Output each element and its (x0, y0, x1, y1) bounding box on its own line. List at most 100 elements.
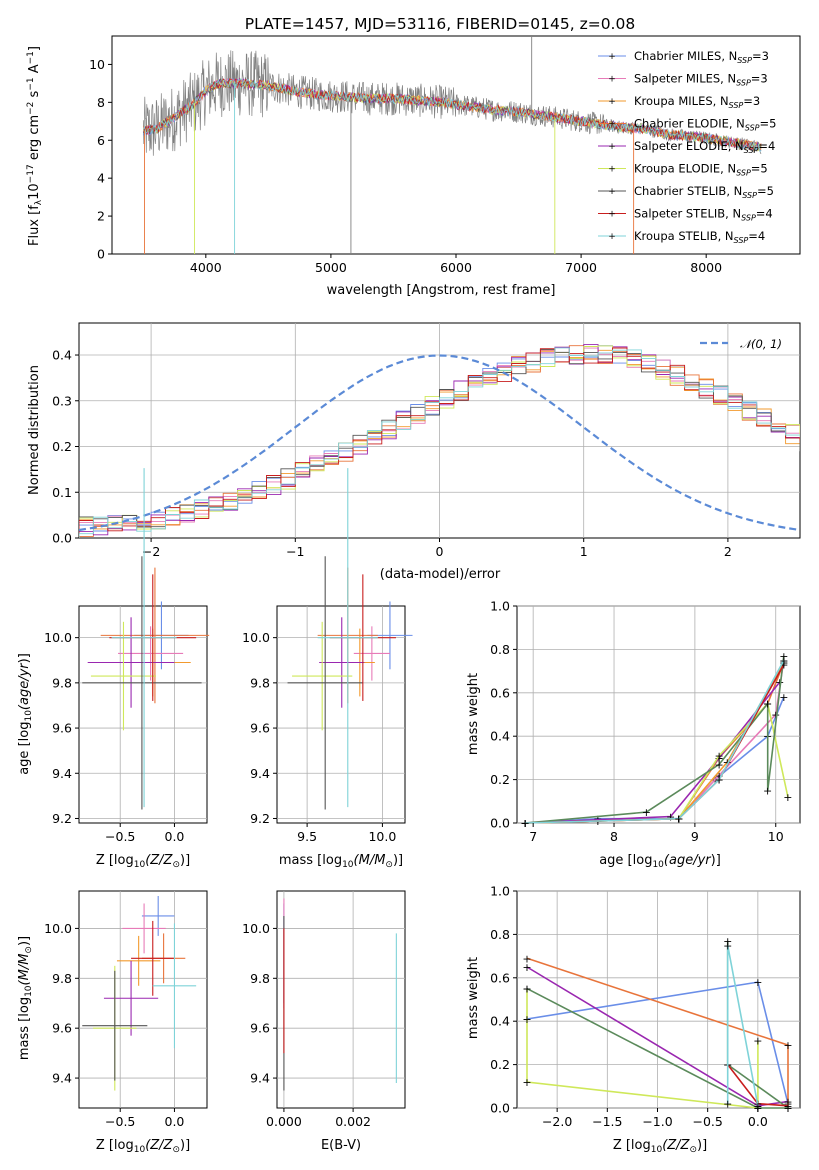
weight-vs-z-series-6 (726, 945, 759, 1106)
weight-vs-z-ytick-label-4: 0.8 (490, 927, 510, 942)
weight-vs-z-xlabel: Z [log10(Z/Z⊙)] (613, 1138, 707, 1155)
age-vs-z-ylabel: age [log10(age/yr)] (17, 653, 34, 775)
weight-vs-z-marker-6-0: + (723, 1098, 732, 1111)
histogram-ytick-label-1: 0.1 (52, 485, 72, 500)
weight-vs-age-marker-7-0: + (520, 817, 529, 830)
age-vs-z-xtick-label-0: −0.5 (105, 829, 135, 844)
histogram-ytick-label-3: 0.3 (52, 393, 72, 408)
weight-vs-z-marker-3-4: + (753, 1035, 762, 1048)
histogram-ytick-label-4: 0.4 (52, 348, 72, 363)
histogram-ytick-label-2: 0.2 (52, 439, 72, 454)
legend-marker-2: + (608, 97, 616, 107)
mass-vs-z-ytick-label-2: 9.8 (52, 971, 72, 986)
histogram-xtick-label-4: 2 (724, 544, 732, 559)
weight-vs-age-marker-4-1: + (666, 810, 675, 823)
histogram-step-5 (79, 345, 800, 538)
legend-label-6: Chabrier STELIB, NSSP=5 (634, 184, 774, 200)
weight-vs-z-marker-4-0: + (522, 983, 531, 996)
weight-vs-age-marker-4-2: + (715, 752, 724, 765)
histogram-step-8 (79, 347, 800, 538)
age-vs-z-xtick-label-1: 0.0 (165, 829, 185, 844)
weight-vs-age-series-3 (525, 662, 785, 824)
mass-vs-ebv-ytick-label-3: 10.0 (242, 921, 270, 936)
histogram-step-7 (79, 347, 800, 538)
legend-label-4: Salpeter ELODIE, NSSP=4 (634, 139, 775, 155)
spectrum-ytick-label-1: 2 (97, 209, 105, 224)
spectrum-plot: 4000 5000 6000 7000 8000 0 2 4 6 8 10 + Chabrier MIL… (89, 36, 776, 275)
weight-vs-age-marker-1-3: + (715, 769, 724, 782)
age-vs-z-ytick-label-3: 9.8 (52, 675, 72, 690)
legend-label-2: Kroupa MILES, NSSP=3 (634, 94, 760, 110)
weight-vs-z-xtick-label-3: −0.5 (692, 1114, 722, 1129)
histogram-ylabel: Normed distribution (27, 365, 42, 495)
weight-vs-age-series-1 (525, 660, 785, 824)
histogram-ytick-label-0: 0.0 (52, 531, 72, 546)
weight-vs-z-marker-3-1: + (522, 1013, 531, 1026)
mass-vs-z-xtick-label-0: −0.5 (105, 1114, 135, 1129)
mass-vs-ebv-plot: 0.000 0.002 9.4 9.6 9.8 10.0 (242, 891, 405, 1129)
legend-label-5: Kroupa ELODIE, NSSP=5 (634, 162, 768, 178)
age-vs-mass-ytick-label-4: 10.0 (242, 630, 270, 645)
spectrum-xlabel: wavelength [Angstrom, rest frame] (327, 283, 556, 298)
weight-vs-z-marker-2-2: + (783, 1095, 792, 1108)
mass-vs-ebv-xlabel: E(B-V) (321, 1138, 361, 1153)
mass-vs-z-xlabel: Z [log10(Z/Z⊙)] (96, 1138, 190, 1155)
mass-vs-ebv-ytick-label-1: 9.6 (250, 1021, 270, 1036)
mass-vs-z-plot: −0.5 0.0 9.4 9.6 9.8 10.0 (44, 891, 207, 1129)
weight-vs-age-series-6 (525, 655, 785, 824)
weight-vs-z-series-0 (526, 981, 789, 1104)
weight-vs-age-marker-0-5: + (779, 691, 788, 704)
weight-vs-age-marker-6-2: + (715, 758, 724, 771)
histogram-inner (79, 344, 800, 538)
weight-vs-age-marker-2-2: + (723, 756, 732, 769)
weight-vs-age-series-8 (525, 659, 785, 824)
mass-vs-ebv-xtick-label-0: 0.000 (266, 1114, 302, 1129)
age-vs-z-plot: −0.5 0.0 9.2 9.4 9.6 9.8 10.0 (44, 468, 210, 844)
weight-vs-z-marker-6-1: + (723, 939, 732, 952)
weight-vs-age-marker-6-4: + (763, 784, 772, 797)
weight-vs-age-ylabel: mass weight (466, 673, 481, 755)
weight-vs-age-marker-2-0: + (520, 817, 529, 830)
weight-vs-z-ylabel: mass weight (466, 957, 481, 1039)
legend-marker-1: + (608, 75, 616, 85)
weight-vs-age-plot: + + +++++ + +++++ ++++ +++++++++ +++++++++++ +++… (490, 599, 800, 844)
weight-vs-age-ytick-label-5: 1.0 (490, 599, 510, 614)
weight-vs-age-marker-8-1: + (674, 813, 683, 826)
age-vs-mass-ytick-label-3: 9.8 (250, 675, 270, 690)
legend-marker-7: + (608, 210, 616, 220)
weight-vs-age-marker-1-4: + (771, 709, 780, 722)
histogram-xlabel: (data-model)/error (380, 567, 501, 582)
weight-vs-age-xtick-label-2: 9 (691, 829, 699, 844)
weight-vs-age-ytick-label-1: 0.2 (490, 772, 510, 787)
weight-vs-age-ytick-label-3: 0.6 (490, 685, 510, 700)
weight-vs-age-marker-6-3: + (763, 698, 772, 711)
weight-vs-z-marker-1-0: + (522, 952, 531, 965)
legend-label-1: Salpeter MILES, NSSP=3 (634, 72, 768, 88)
age-vs-mass-plot: 9.5 10.0 9.2 9.4 9.6 9.8 10.0 (242, 468, 413, 844)
mass-vs-z-ytick-label-0: 9.4 (52, 1071, 72, 1086)
histogram-xtick-label-3: 1 (580, 544, 588, 559)
histogram-xtick-label-2: 0 (436, 544, 444, 559)
histogram-step-1 (79, 347, 800, 538)
mass-vs-ebv-axes (276, 890, 406, 1109)
weight-vs-age-marker-3-0: + (520, 817, 529, 830)
age-vs-mass-ytick-label-1: 9.4 (250, 766, 270, 781)
legend-marker-8: + (608, 232, 616, 242)
legend-label-8: Kroupa STELIB, NSSP=4 (634, 229, 765, 245)
legend-marker-6: + (608, 187, 616, 197)
weight-vs-age-xtick-label-3: 10 (768, 829, 784, 844)
weight-vs-z-ytick-label-2: 0.4 (490, 1014, 510, 1029)
age-vs-mass-ytick-label-0: 9.2 (250, 811, 270, 826)
mass-vs-z-ytick-label-3: 10.0 (44, 921, 72, 936)
weight-vs-age-marker-7-3: + (779, 659, 788, 672)
weight-vs-age-marker-3-4: + (779, 656, 788, 669)
weight-vs-age-marker-6-5: + (779, 650, 788, 663)
model-fit-8 (142, 78, 762, 153)
mass-vs-ebv-ytick-label-0: 9.4 (250, 1071, 270, 1086)
weight-vs-age-marker-6-0: + (520, 817, 529, 830)
spectrum-ytick-label-2: 4 (97, 171, 105, 186)
spectrum-xtick-label-2: 6000 (440, 260, 472, 275)
age-vs-z-ytick-label-1: 9.4 (52, 766, 72, 781)
weight-vs-z-xtick-label-4: 0.0 (748, 1114, 768, 1129)
